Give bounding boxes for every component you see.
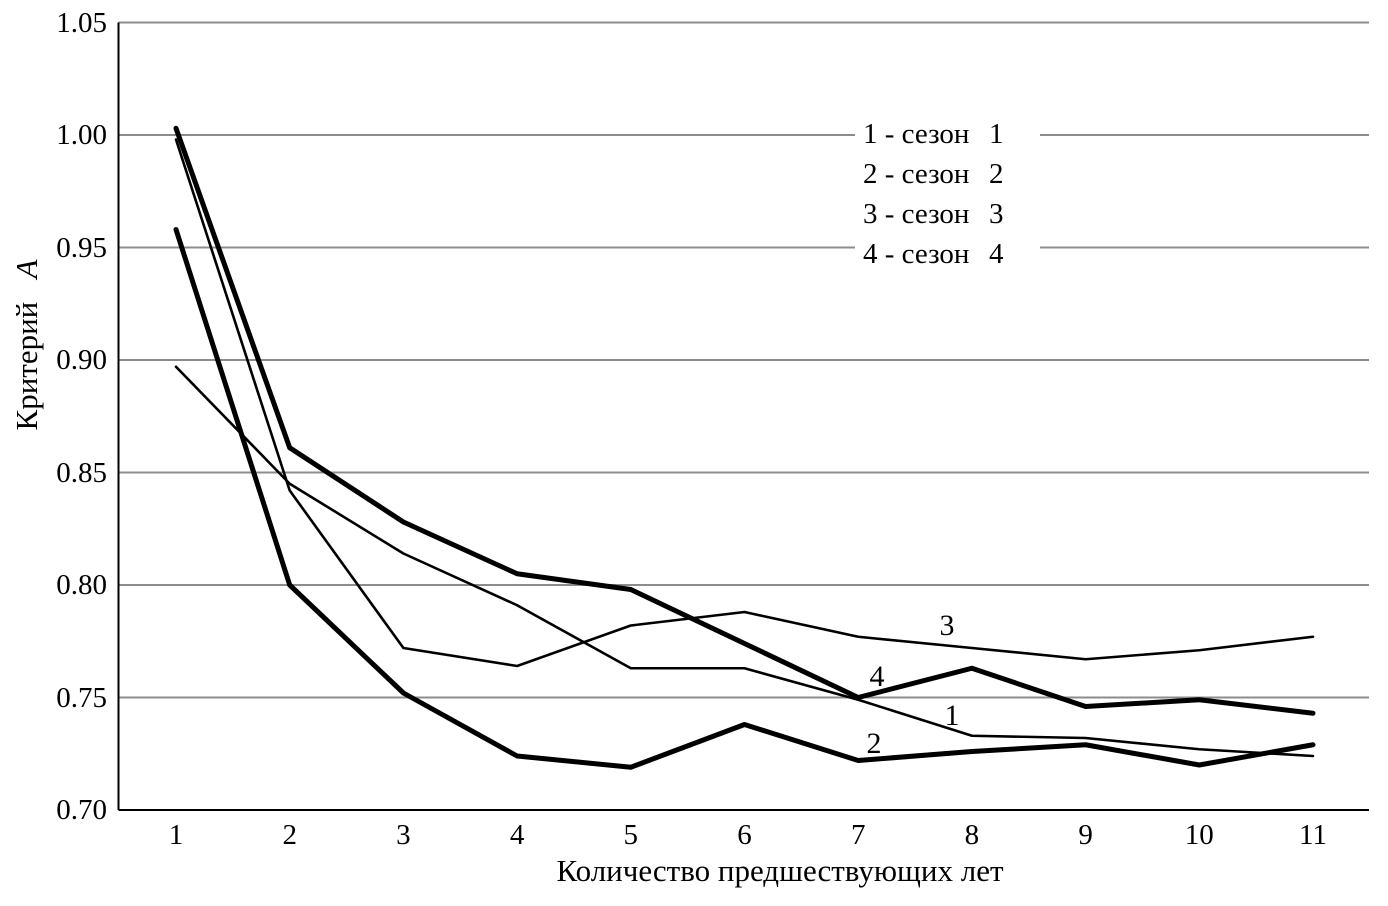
x-tick-label: 4 <box>509 819 525 851</box>
x-tick-label: 6 <box>737 819 752 851</box>
legend-row-text: 4 - сезон <box>863 238 970 270</box>
y-tick-label: 0.70 <box>56 794 107 826</box>
x-tick-label: 1 <box>168 819 184 851</box>
legend-row-text: 1 - сезон <box>863 118 970 150</box>
series-label-2: 2 <box>866 727 882 760</box>
x-tick-label: 7 <box>850 819 866 851</box>
y-tick-label: 0.95 <box>56 231 107 264</box>
legend-row-text: 3 - сезон <box>863 198 970 230</box>
legend: 1 - сезон 1 2 - сезон 2 3 - сезон 3 4 - сезон 4 <box>855 112 1040 274</box>
series-label-1: 1 <box>944 699 960 732</box>
y-tick-label: 1.00 <box>56 119 107 151</box>
y-tick-label: 1.05 <box>56 6 107 39</box>
x-tick-label: 2 <box>282 819 297 851</box>
y-axis-title-symbol: A <box>9 259 44 279</box>
legend-row: 1 - сезон 1 <box>863 114 1040 154</box>
x-tick-label: 11 <box>1299 819 1327 851</box>
series-label-4: 4 <box>869 660 885 693</box>
series-line-1 <box>174 365 1315 758</box>
y-tick-label: 0.80 <box>56 569 107 601</box>
legend-row-number: 2 <box>989 158 1004 190</box>
legend-row: 2 - сезон 2 <box>863 154 1040 194</box>
series-label-3: 3 <box>939 609 955 642</box>
y-axis-title-text: Критерий <box>9 301 44 431</box>
series-line-4 <box>173 125 1316 716</box>
legend-row: 4 - сезон 4 <box>863 234 1040 274</box>
x-tick-label: 10 <box>1184 819 1214 851</box>
y-tick-label: 0.75 <box>56 681 107 714</box>
legend-row-text: 2 - сезон <box>863 158 970 190</box>
x-tick-label: 9 <box>1078 819 1093 851</box>
y-axis-title: Критерий A <box>9 260 45 431</box>
y-tick-label: 0.85 <box>56 456 107 489</box>
legend-row-number: 3 <box>989 198 1004 230</box>
legend-row: 3 - сезон 3 <box>863 194 1040 234</box>
x-axis-title: Количество предшествующих лет <box>556 853 1004 888</box>
x-tick-label: 8 <box>964 819 980 851</box>
legend-row-number: 1 <box>989 118 1004 150</box>
x-tick-label: 3 <box>396 819 411 851</box>
y-tick-label: 0.90 <box>56 344 107 376</box>
series-line-2 <box>173 227 1316 770</box>
series-line-3 <box>174 138 1315 668</box>
x-tick-label: 5 <box>623 819 639 851</box>
legend-row-number: 4 <box>989 238 1004 270</box>
